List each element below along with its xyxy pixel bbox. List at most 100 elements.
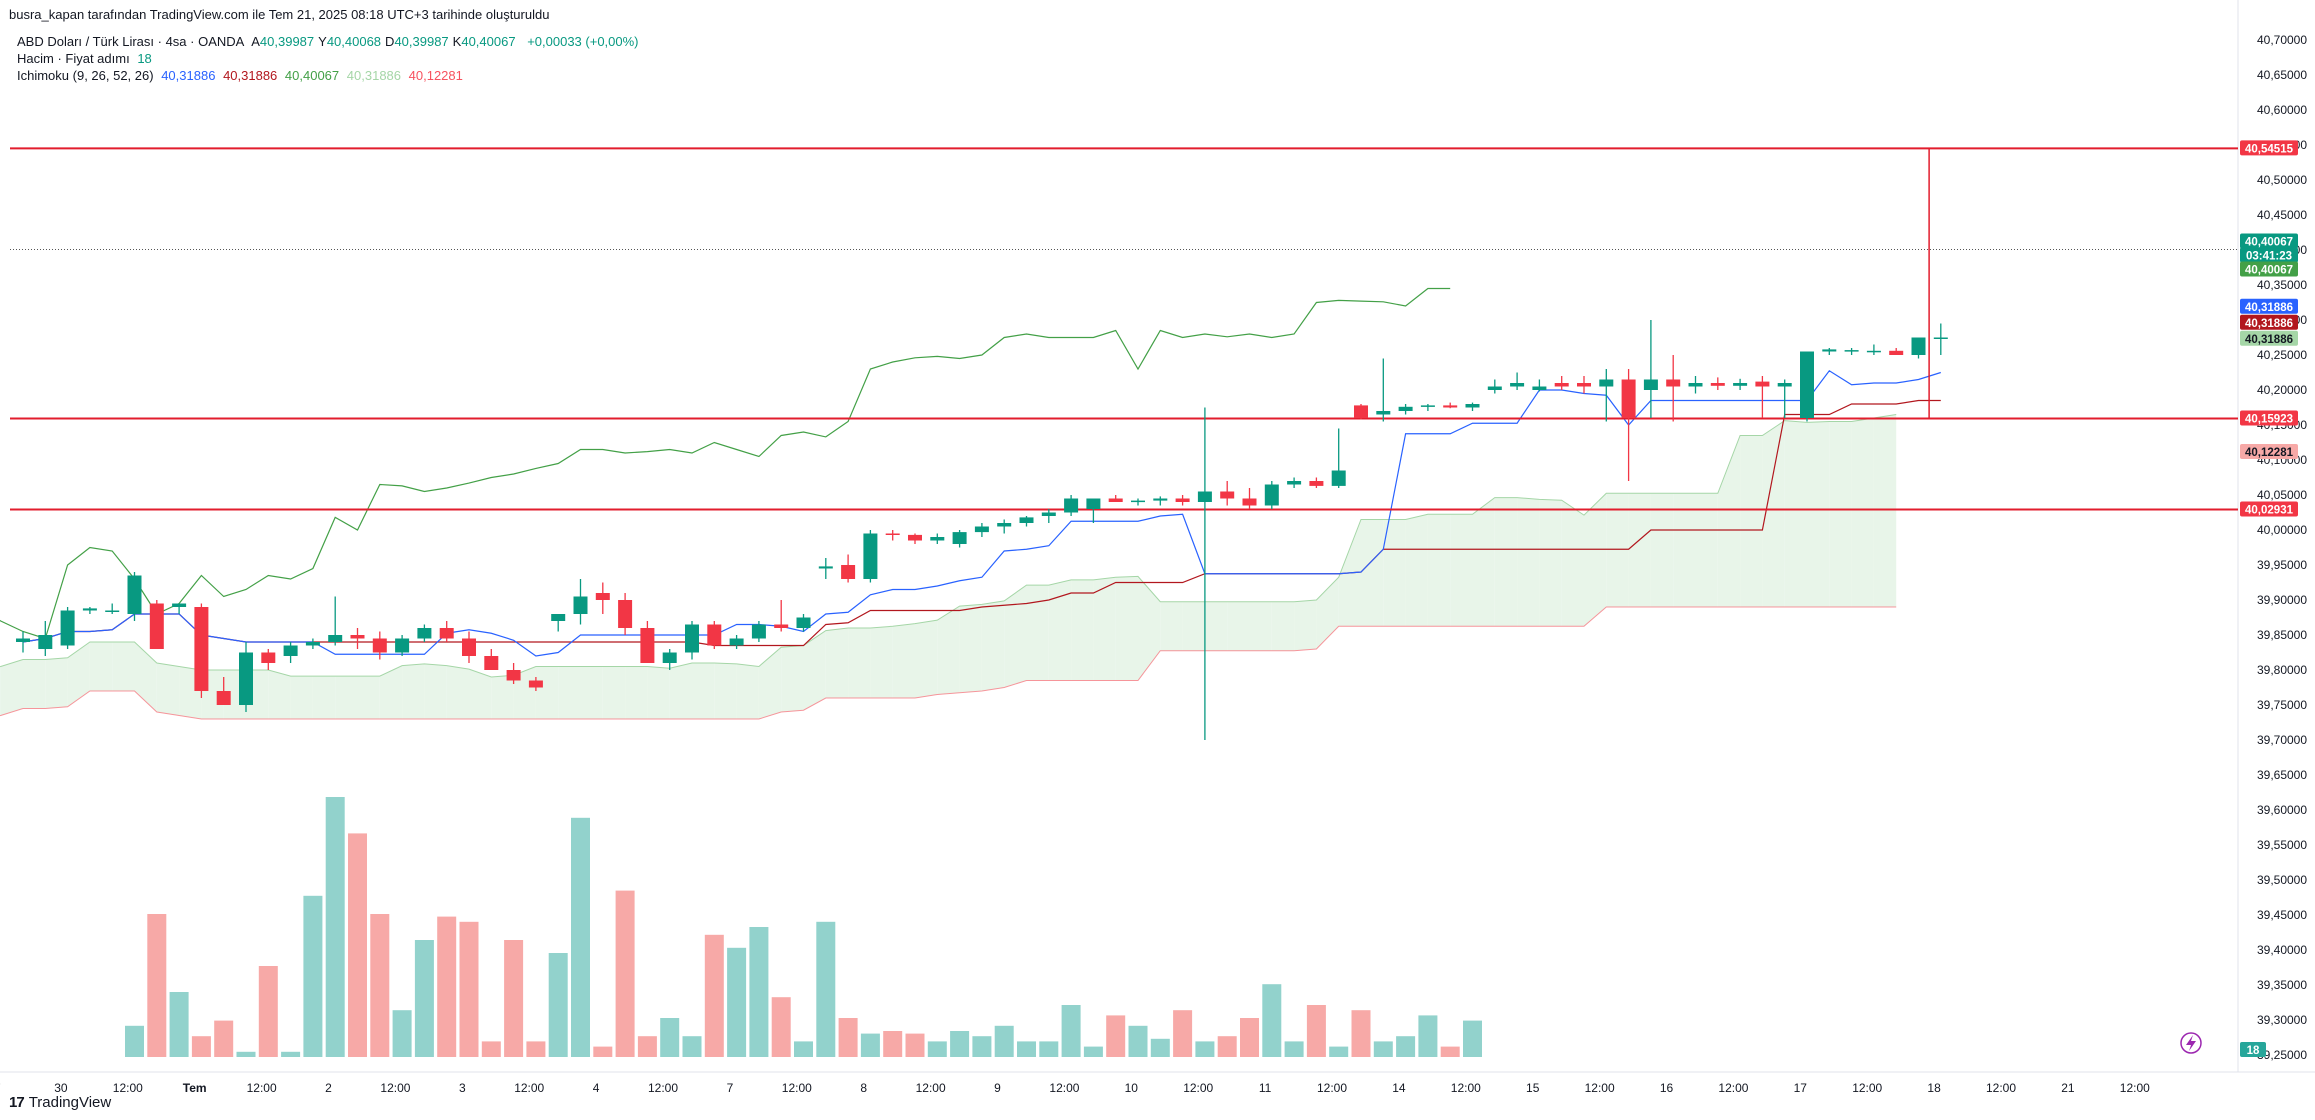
candle[interactable] [484, 649, 499, 670]
candle[interactable] [372, 631, 387, 660]
candle[interactable] [1733, 378, 1748, 390]
candle[interactable] [1376, 358, 1391, 422]
candle[interactable] [952, 530, 967, 548]
candle[interactable] [105, 603, 120, 615]
candle[interactable] [1041, 509, 1056, 523]
candle[interactable] [841, 554, 856, 583]
y-tick-label: 40,05000 [2257, 488, 2307, 502]
candle[interactable] [751, 621, 766, 642]
candle[interactable] [38, 621, 53, 656]
candle[interactable] [662, 649, 677, 670]
candle[interactable] [729, 635, 744, 649]
candle[interactable] [462, 631, 476, 664]
candle[interactable] [82, 607, 97, 614]
candle[interactable] [1354, 404, 1368, 420]
candle[interactable] [796, 614, 811, 632]
candle[interactable] [1420, 404, 1435, 411]
candle[interactable] [1666, 355, 1681, 422]
candle[interactable] [216, 677, 231, 705]
candle[interactable] [239, 642, 253, 712]
candle[interactable] [1822, 348, 1837, 355]
candle[interactable] [1866, 344, 1881, 356]
candle[interactable] [1131, 498, 1145, 506]
candle[interactable] [172, 603, 187, 615]
candle[interactable] [395, 635, 410, 656]
candle[interactable] [149, 600, 164, 649]
candle[interactable] [1933, 323, 1948, 356]
candle[interactable] [1911, 337, 1926, 359]
candle[interactable] [1554, 376, 1569, 390]
candle[interactable] [127, 572, 142, 621]
candle[interactable] [1599, 369, 1614, 422]
candle[interactable] [305, 638, 320, 650]
candle[interactable] [1443, 402, 1458, 409]
candle[interactable] [1510, 372, 1525, 391]
candle[interactable] [1621, 369, 1636, 481]
candle[interactable] [885, 530, 900, 541]
candle[interactable] [1108, 495, 1123, 502]
candle[interactable] [1800, 351, 1814, 422]
candle[interactable] [16, 631, 30, 653]
candle[interactable] [1309, 477, 1324, 489]
cloud-segment [1673, 493, 1696, 607]
candle[interactable] [1643, 320, 1658, 418]
candle-body [127, 575, 142, 614]
candle[interactable] [640, 621, 655, 663]
candle[interactable] [1175, 495, 1190, 506]
candle[interactable] [573, 579, 588, 625]
candle[interactable] [328, 596, 343, 646]
candle[interactable] [1532, 379, 1547, 392]
candle[interactable] [863, 530, 878, 583]
candle[interactable] [1688, 376, 1703, 394]
candle[interactable] [439, 621, 454, 642]
candle[interactable] [194, 603, 209, 699]
candle[interactable] [1264, 481, 1279, 509]
cloud-segment [580, 666, 603, 719]
candle[interactable] [908, 533, 922, 545]
candle[interactable] [350, 628, 365, 649]
candle[interactable] [595, 582, 610, 615]
candle[interactable] [1064, 495, 1079, 516]
candle[interactable] [506, 663, 521, 684]
candle[interactable] [1755, 376, 1770, 418]
tradingview-brand[interactable]: 17 TradingView [9, 1094, 111, 1111]
candle[interactable] [528, 677, 543, 691]
candle[interactable] [1197, 407, 1212, 741]
candle[interactable] [774, 600, 789, 632]
candle[interactable] [551, 614, 566, 632]
candle[interactable] [1287, 477, 1302, 489]
candle[interactable] [618, 593, 633, 635]
candle[interactable] [818, 558, 833, 579]
candle[interactable] [685, 621, 699, 660]
price-label-bg [2240, 410, 2298, 426]
candle[interactable] [1220, 481, 1235, 506]
candle-body [328, 635, 343, 642]
candle[interactable] [1465, 402, 1480, 411]
candle[interactable] [1398, 404, 1413, 415]
candle[interactable] [1331, 428, 1346, 489]
candle[interactable] [283, 642, 298, 663]
candle[interactable] [1153, 496, 1168, 506]
ichimoku-lead-b-line [0, 606, 1897, 720]
candle[interactable] [1577, 376, 1591, 394]
candle[interactable] [1777, 379, 1792, 419]
candle[interactable] [1710, 377, 1725, 390]
candle[interactable] [1844, 348, 1859, 355]
candle[interactable] [60, 607, 75, 649]
cloud-segment [1182, 601, 1205, 651]
candle[interactable] [1242, 488, 1257, 509]
candle-body [1420, 405, 1435, 407]
candle[interactable] [1086, 498, 1101, 524]
candle[interactable] [417, 624, 432, 643]
candle[interactable] [261, 649, 276, 670]
candle[interactable] [974, 523, 989, 537]
candle[interactable] [707, 621, 722, 649]
lightning-icon[interactable] [2180, 1032, 2202, 1054]
candle[interactable] [930, 533, 945, 545]
candle[interactable] [1487, 379, 1502, 394]
candle[interactable] [1019, 516, 1034, 527]
cloud-segment [1316, 577, 1339, 649]
candle[interactable] [1889, 348, 1904, 355]
candle[interactable] [997, 519, 1012, 534]
